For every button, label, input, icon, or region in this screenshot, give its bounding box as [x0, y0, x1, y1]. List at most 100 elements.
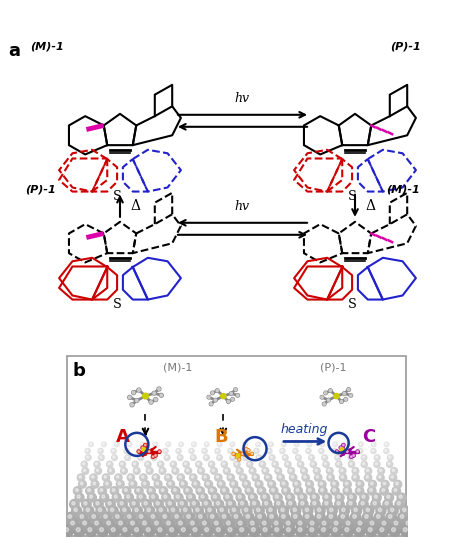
Circle shape — [179, 525, 190, 537]
Circle shape — [213, 495, 217, 498]
Circle shape — [234, 515, 238, 518]
Text: heating: heating — [280, 423, 328, 436]
Circle shape — [226, 495, 229, 498]
Text: b: b — [72, 362, 85, 380]
Circle shape — [149, 400, 153, 404]
Circle shape — [255, 450, 257, 451]
Circle shape — [283, 455, 288, 461]
Circle shape — [389, 525, 401, 537]
Circle shape — [323, 493, 332, 502]
Circle shape — [210, 489, 213, 492]
Circle shape — [150, 401, 152, 403]
Circle shape — [164, 495, 167, 498]
Circle shape — [327, 474, 334, 481]
Circle shape — [310, 493, 319, 502]
Text: A: A — [116, 428, 129, 446]
Circle shape — [241, 448, 246, 454]
Circle shape — [174, 493, 183, 502]
Circle shape — [359, 450, 361, 451]
Circle shape — [204, 455, 210, 461]
Circle shape — [170, 528, 173, 532]
Circle shape — [91, 476, 94, 478]
Text: (P)-1: (P)-1 — [25, 185, 56, 195]
Circle shape — [142, 447, 144, 449]
Circle shape — [172, 468, 179, 474]
Circle shape — [343, 487, 352, 495]
Circle shape — [270, 487, 278, 495]
Circle shape — [384, 442, 389, 447]
Circle shape — [293, 480, 301, 488]
Circle shape — [322, 402, 326, 406]
Circle shape — [160, 394, 163, 397]
Circle shape — [296, 519, 307, 530]
Circle shape — [279, 506, 289, 516]
Circle shape — [236, 493, 245, 502]
Circle shape — [106, 482, 108, 485]
Circle shape — [145, 461, 151, 467]
Circle shape — [198, 489, 201, 492]
Circle shape — [309, 455, 314, 461]
Circle shape — [243, 442, 247, 447]
Text: hv: hv — [235, 200, 250, 213]
Circle shape — [272, 461, 278, 467]
Circle shape — [354, 508, 357, 512]
Circle shape — [298, 528, 302, 532]
Circle shape — [230, 442, 235, 447]
Circle shape — [152, 474, 160, 481]
Circle shape — [166, 442, 171, 447]
Circle shape — [392, 487, 401, 495]
Circle shape — [372, 442, 376, 447]
Circle shape — [190, 474, 197, 481]
Circle shape — [358, 521, 362, 525]
Circle shape — [123, 528, 127, 532]
Circle shape — [328, 469, 330, 472]
Circle shape — [176, 495, 179, 498]
Circle shape — [313, 468, 320, 474]
Circle shape — [191, 476, 194, 478]
Circle shape — [347, 500, 356, 509]
Circle shape — [85, 525, 97, 537]
Circle shape — [394, 480, 401, 488]
Circle shape — [307, 525, 319, 537]
Circle shape — [324, 463, 327, 465]
Circle shape — [310, 500, 320, 509]
Circle shape — [169, 506, 179, 516]
Circle shape — [107, 521, 110, 525]
Circle shape — [347, 388, 350, 391]
Circle shape — [346, 450, 348, 451]
Circle shape — [262, 468, 269, 474]
Circle shape — [137, 450, 140, 453]
Circle shape — [333, 482, 335, 485]
Circle shape — [181, 528, 185, 532]
Circle shape — [391, 468, 397, 474]
Circle shape — [323, 500, 332, 509]
Circle shape — [325, 502, 328, 505]
Circle shape — [333, 528, 337, 532]
Circle shape — [169, 482, 171, 485]
Circle shape — [102, 474, 109, 481]
Circle shape — [263, 495, 266, 498]
Circle shape — [298, 521, 302, 525]
Circle shape — [95, 521, 99, 525]
Circle shape — [267, 512, 278, 522]
Circle shape — [251, 453, 254, 455]
Circle shape — [335, 395, 337, 397]
Circle shape — [159, 468, 166, 474]
Circle shape — [223, 463, 225, 465]
Circle shape — [398, 512, 408, 522]
Circle shape — [244, 508, 248, 512]
Circle shape — [370, 482, 373, 485]
Circle shape — [238, 469, 240, 472]
Circle shape — [352, 468, 359, 474]
Circle shape — [151, 455, 157, 461]
Circle shape — [219, 482, 222, 485]
Circle shape — [220, 487, 229, 495]
Circle shape — [314, 474, 322, 481]
Circle shape — [227, 474, 235, 481]
Circle shape — [227, 521, 230, 525]
Circle shape — [202, 448, 207, 454]
Circle shape — [282, 487, 290, 495]
Circle shape — [259, 461, 265, 467]
Circle shape — [208, 487, 217, 495]
Circle shape — [110, 508, 114, 512]
